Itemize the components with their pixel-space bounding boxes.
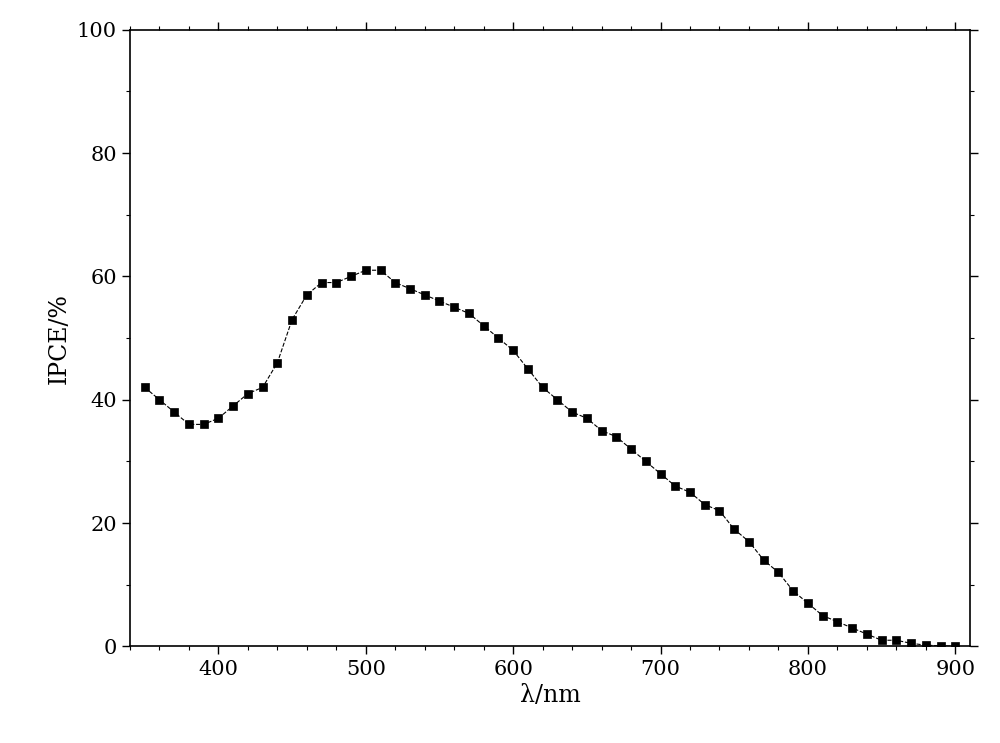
X-axis label: λ/nm: λ/nm — [520, 684, 580, 707]
Y-axis label: IPCE/%: IPCE/% — [48, 293, 71, 383]
